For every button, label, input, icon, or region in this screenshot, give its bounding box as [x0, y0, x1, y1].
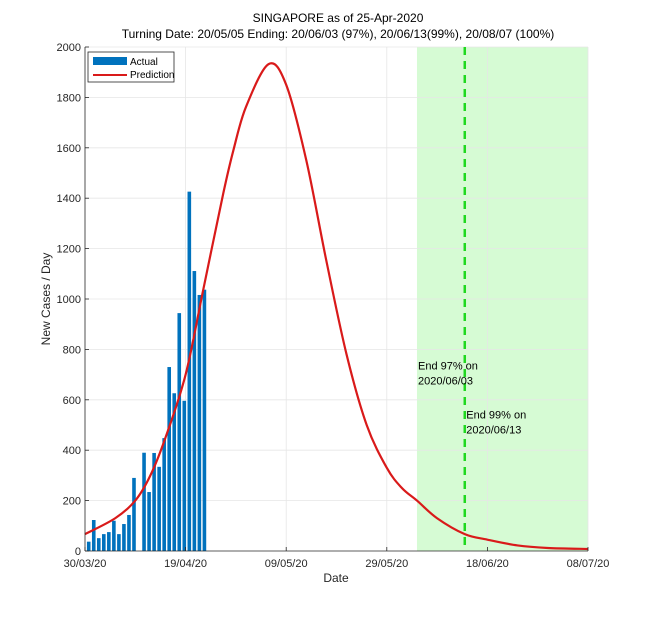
bar-actual: [167, 367, 172, 551]
legend-actual-swatch: [93, 57, 127, 65]
y-tick-label: 400: [63, 445, 81, 457]
chart-subtitle: Turning Date: 20/05/05 Ending: 20/06/03 …: [122, 27, 555, 41]
bar-actual: [102, 534, 106, 551]
y-tick-label: 1600: [57, 143, 81, 155]
x-axis-label: Date: [323, 571, 349, 585]
chart-title: SINGAPORE as of 25-Apr-2020: [253, 11, 424, 25]
bar-actual: [202, 289, 207, 551]
annotation-layer: End 97% on 2020/06/03 End 99% on 2020/06/13: [418, 361, 526, 437]
bar-actual: [162, 438, 166, 551]
bar-actual: [142, 452, 146, 551]
bar-actual: [147, 492, 151, 551]
y-tick-label: 200: [63, 496, 81, 508]
bar-actual: [127, 514, 131, 551]
annotation-line: 2020/06/13: [466, 425, 521, 437]
x-tick-label: 18/06/20: [466, 558, 509, 570]
bar-actual: [132, 477, 136, 551]
y-tick-label: 1800: [57, 92, 81, 104]
bar-actual: [182, 400, 187, 551]
bar-actual: [107, 532, 111, 551]
bar-actual: [96, 538, 101, 551]
annotation-line: End 97% on: [418, 361, 478, 373]
y-tick-label: 800: [63, 344, 81, 356]
annotation-line: End 99% on: [466, 410, 526, 422]
x-tick-label: 30/03/20: [64, 558, 107, 570]
bar-actual: [91, 520, 96, 551]
legend: Actual Prediction: [87, 51, 174, 83]
prediction-line: [84, 62, 589, 551]
bar-actual: [197, 294, 202, 551]
bar-actual: [86, 541, 91, 551]
y-tick-label: 2000: [57, 42, 81, 54]
annotation-0: End 97% on 2020/06/03: [418, 361, 478, 388]
y-tick-label: 1200: [57, 244, 81, 256]
bar-actual: [192, 271, 197, 551]
bar-actual: [172, 393, 177, 551]
bar-actual: [177, 313, 182, 551]
axis-layer: 0 200 400 600 800 1000 1200 1400 1600 1800 2000 30/…: [57, 42, 610, 570]
legend-actual-label: Actual: [130, 57, 158, 68]
y-tick-label: 0: [75, 546, 81, 558]
x-tick-label: 29/05/20: [365, 558, 408, 570]
y-tick-label: 1000: [57, 294, 81, 306]
bar-actual: [152, 452, 156, 551]
bar-actual: [157, 466, 161, 551]
x-tick-label: 09/05/20: [265, 558, 308, 570]
annotation-line: 2020/06/03: [418, 376, 473, 388]
line-layer: [84, 62, 589, 551]
bar-actual: [117, 534, 121, 551]
bar-actual: [122, 524, 126, 551]
legend-prediction-label: Prediction: [130, 70, 174, 81]
y-axis-label: New Cases / Day: [39, 253, 53, 346]
x-tick-label: 08/07/20: [567, 558, 610, 570]
bar-layer: [86, 191, 207, 551]
x-tick-label: 19/04/20: [164, 558, 207, 570]
y-tick-label: 1400: [57, 193, 81, 205]
y-tick-label: 600: [63, 395, 81, 407]
bar-actual: [112, 520, 116, 551]
annotation-1: End 99% on 2020/06/13: [466, 410, 526, 437]
bar-actual: [187, 191, 192, 551]
